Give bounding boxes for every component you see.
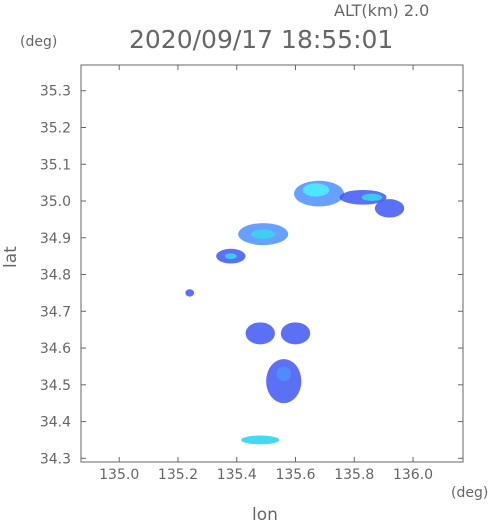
y-axis-label: lat xyxy=(1,246,21,268)
chart-title: 2020/09/17 18:55:01 xyxy=(129,25,393,54)
x-tick-label-5: 136.0 xyxy=(393,467,433,483)
y-tick-label-5: 34.8 xyxy=(40,268,71,284)
echo-cell-south-core xyxy=(266,359,302,404)
x-tick-label-3: 135.6 xyxy=(275,467,315,483)
x-tick-label-2: 135.4 xyxy=(217,467,257,483)
y-tick-label-4: 34.7 xyxy=(40,304,71,320)
y-tick-label-2: 34.5 xyxy=(40,378,71,394)
y-axis-unit: (deg) xyxy=(20,34,57,50)
echo-cell-center-east xyxy=(280,322,311,345)
x-tick-label-0: 135.0 xyxy=(99,467,139,483)
echo-cell-east-cell xyxy=(374,199,405,218)
x-tick-label-4: 135.8 xyxy=(334,467,374,483)
x-axis: 135.0 135.2 135.4 135.6 135.8 136.0 xyxy=(99,65,433,483)
y-tick-label-0: 34.3 xyxy=(40,451,71,467)
y-tick-label-6: 34.9 xyxy=(40,231,71,247)
x-axis-unit: (deg) xyxy=(451,485,488,501)
echo-cell-center-west xyxy=(245,322,275,345)
x-tick-label-1: 135.2 xyxy=(158,467,198,483)
echo-cell-far-south xyxy=(241,435,280,445)
echo-cell-north-core-cyan xyxy=(302,183,330,197)
echo-cell-west-cell-teal xyxy=(224,253,237,260)
echo-cell-southwest-dot xyxy=(185,289,195,297)
y-tick-label-1: 34.4 xyxy=(40,415,71,431)
y-tick-label-3: 34.6 xyxy=(40,341,71,357)
echo-cell-mid-band-cyan xyxy=(251,229,275,239)
y-tick-label-8: 35.1 xyxy=(40,157,71,173)
radar-echo-layer xyxy=(185,180,405,445)
echo-cell-south-core-inner xyxy=(276,366,292,382)
plot-frame xyxy=(80,64,464,463)
echo-cell-north-tail-teal xyxy=(361,193,383,202)
y-axis: 34.3 34.4 34.5 34.6 34.7 34.8 34.9 35.0 35.1 35.2… xyxy=(40,84,463,467)
y-tick-label-7: 35.0 xyxy=(40,194,71,210)
altitude-label: ALT(km) 2.0 xyxy=(334,1,429,20)
x-axis-label: lon xyxy=(252,505,278,521)
y-tick-label-9: 35.2 xyxy=(40,120,71,136)
y-tick-label-10: 35.3 xyxy=(40,84,71,100)
